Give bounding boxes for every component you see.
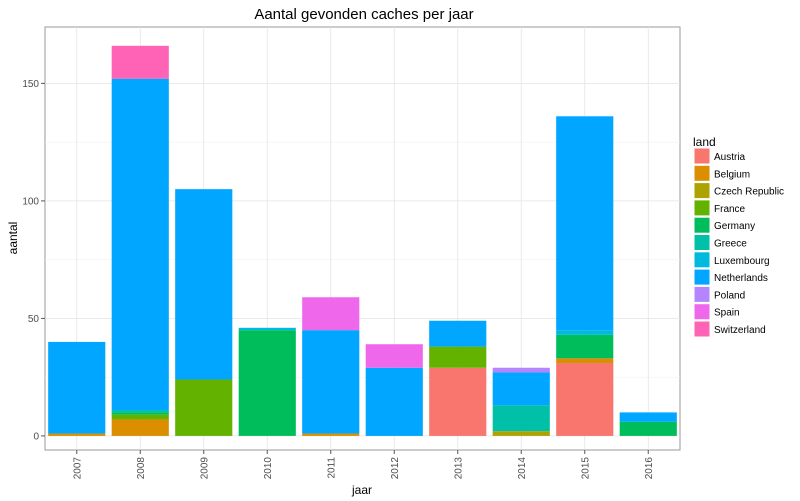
x-tick-label: 2007 — [72, 457, 83, 480]
bar-segment — [302, 433, 360, 436]
legend-label: Greece — [714, 239, 747, 250]
bar-segment — [429, 346, 487, 368]
legend-swatch — [693, 251, 711, 269]
y-tick-label: 50 — [28, 314, 40, 325]
x-tick-label: 2016 — [644, 457, 655, 480]
bar-segment — [175, 189, 233, 380]
legend-title: land — [693, 135, 716, 149]
legend-swatch — [693, 182, 711, 200]
legend-label: Austria — [714, 152, 746, 163]
x-tick-label: 2015 — [580, 457, 591, 480]
legend-label: France — [714, 204, 746, 215]
bar-segment — [556, 334, 614, 359]
bar-segment — [556, 358, 614, 364]
legend-swatch — [693, 147, 711, 165]
bar-segment — [619, 421, 677, 436]
bar-segment — [111, 45, 169, 79]
bar-segment — [556, 116, 614, 331]
bar-segment — [429, 320, 487, 347]
legend-label: Netherlands — [714, 273, 768, 284]
bar-segment — [365, 367, 423, 436]
bar-segment — [302, 297, 360, 331]
x-tick-label: 2011 — [326, 457, 337, 479]
bar-segment — [556, 330, 614, 335]
legend-swatch — [693, 268, 711, 286]
legend-label: Switzerland — [714, 325, 766, 336]
y-axis-title: aantal — [6, 222, 20, 255]
bar-segment — [492, 372, 550, 406]
bar-segment — [365, 344, 423, 368]
bar-segment — [111, 78, 169, 411]
bar-segment — [48, 433, 106, 436]
legend-label: Belgium — [714, 169, 750, 180]
legend-swatch — [693, 164, 711, 182]
x-tick-label: 2012 — [390, 457, 401, 480]
legend-label: Luxembourg — [714, 256, 770, 267]
bar-segment — [111, 414, 169, 420]
bar-segment — [429, 367, 487, 436]
legend-swatch — [693, 320, 711, 338]
x-tick-label: 2014 — [517, 457, 528, 480]
y-axis-ticks: 0 50 100 150 — [22, 79, 45, 442]
bar-segment — [302, 330, 360, 434]
bar-segment — [556, 363, 614, 436]
legend-label: Spain — [714, 308, 740, 319]
chart-title: Aantal gevonden caches per jaar — [254, 6, 473, 23]
bar-segment — [238, 330, 296, 436]
x-axis-title: jaar — [351, 483, 372, 497]
legend-label: Poland — [714, 290, 745, 301]
y-tick-label: 100 — [22, 196, 39, 207]
bar-segment — [492, 367, 550, 373]
bar-segment — [238, 327, 296, 331]
legend-swatch — [693, 234, 711, 251]
bar-segment — [175, 379, 233, 436]
x-axis-ticks: 2007 2008 2009 2010 2011 2012 2013 2014 2015 2016 — [72, 450, 655, 479]
x-tick-label: 2010 — [263, 457, 274, 480]
legend-swatch — [693, 303, 711, 321]
bar-segment — [48, 341, 106, 434]
legend-label: Germany — [714, 221, 755, 232]
bar-segment — [111, 410, 169, 413]
bar-segment — [492, 431, 550, 436]
legend-swatch — [693, 285, 711, 303]
legend-swatch — [693, 216, 711, 234]
legend: land Austria Belgium Czech Republic France G… — [693, 135, 784, 338]
y-tick-label: 150 — [22, 79, 39, 90]
x-tick-label: 2008 — [136, 457, 147, 480]
bars — [48, 45, 677, 436]
bar-segment — [111, 419, 169, 436]
y-tick-label: 0 — [33, 431, 39, 442]
bar-segment — [111, 412, 169, 415]
bar-segment — [619, 412, 677, 422]
x-tick-label: 2009 — [199, 457, 210, 480]
legend-swatch — [693, 199, 711, 217]
bar-segment — [492, 405, 550, 432]
legend-label: Czech Republic — [714, 187, 784, 198]
x-tick-label: 2013 — [453, 457, 464, 480]
